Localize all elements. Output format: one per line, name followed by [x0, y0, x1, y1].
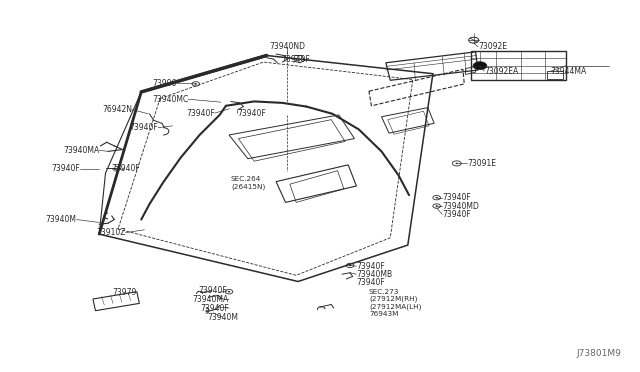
Circle shape	[349, 265, 351, 266]
Text: 73940F: 73940F	[112, 164, 141, 173]
Text: 73940F: 73940F	[442, 193, 471, 202]
Text: 73092EA: 73092EA	[484, 67, 518, 76]
Text: 76943M: 76943M	[369, 311, 398, 317]
Text: 73940F: 73940F	[52, 164, 81, 173]
Circle shape	[195, 83, 197, 85]
Text: 73940MA: 73940MA	[63, 146, 99, 155]
Bar	[547, 71, 563, 79]
Text: (27912MA(LH): (27912MA(LH)	[369, 303, 421, 310]
Text: (26415N): (26415N)	[231, 183, 265, 190]
Text: 73944MA: 73944MA	[551, 67, 587, 76]
Text: 73940F: 73940F	[356, 278, 385, 287]
Circle shape	[435, 197, 438, 198]
Text: 73940MA: 73940MA	[193, 295, 229, 304]
Text: 73940F: 73940F	[129, 123, 158, 132]
Text: 73940MD: 73940MD	[442, 202, 479, 211]
Text: 73940M: 73940M	[45, 215, 77, 224]
Circle shape	[435, 205, 438, 207]
Circle shape	[473, 62, 487, 70]
Text: J73801M9: J73801M9	[576, 349, 621, 358]
Text: 73940F: 73940F	[442, 210, 471, 219]
Text: (27912M(RH): (27912M(RH)	[369, 296, 417, 302]
Text: SEC.273: SEC.273	[369, 289, 399, 295]
Text: 76942N: 76942N	[102, 105, 132, 114]
Text: SEC.264: SEC.264	[231, 176, 261, 182]
Circle shape	[228, 291, 230, 292]
Text: 73092E: 73092E	[478, 42, 507, 51]
Text: 73940F: 73940F	[237, 109, 266, 118]
Text: 73996: 73996	[152, 79, 177, 88]
Text: 73940F: 73940F	[356, 262, 385, 271]
Text: 73940F: 73940F	[200, 304, 229, 312]
Text: 73940MB: 73940MB	[356, 270, 392, 279]
Text: 73940F: 73940F	[282, 55, 310, 64]
Text: 73940F: 73940F	[198, 286, 227, 295]
Text: 73910Z: 73910Z	[96, 228, 125, 237]
Text: 73940F: 73940F	[186, 109, 214, 118]
Text: 73091E: 73091E	[467, 159, 497, 168]
Text: 73940ND: 73940ND	[269, 42, 305, 51]
Text: 73940M: 73940M	[207, 313, 238, 322]
Text: 73940MC: 73940MC	[152, 95, 188, 104]
Circle shape	[456, 163, 458, 164]
Text: 73979: 73979	[112, 288, 136, 297]
